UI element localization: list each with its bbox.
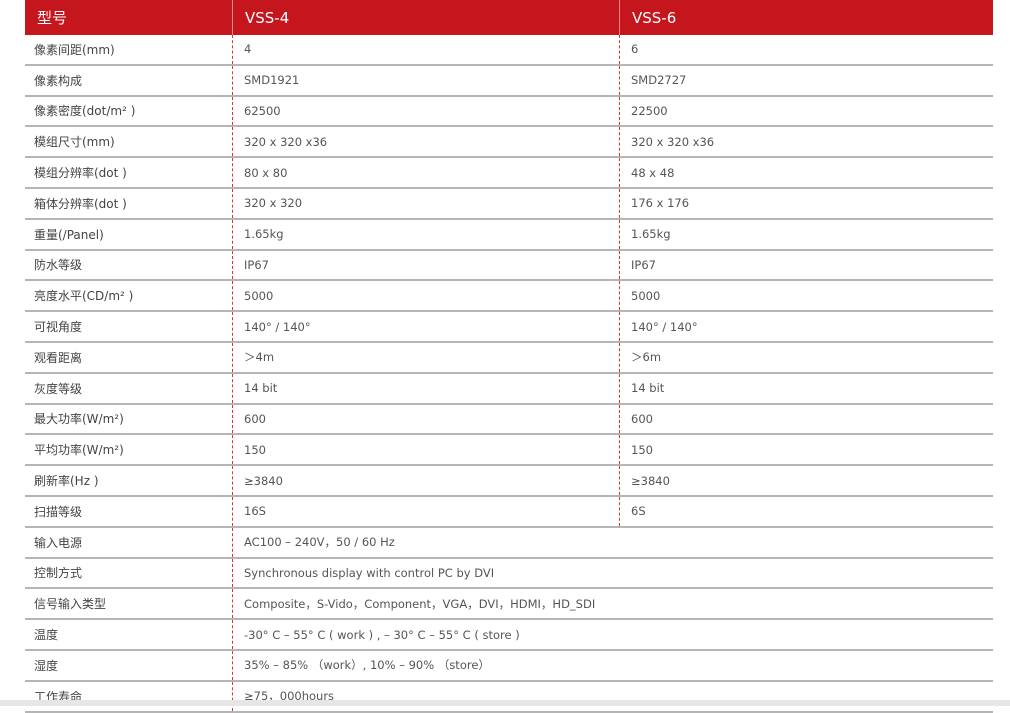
vss4-value: 4: [232, 35, 619, 64]
vss4-value: 1.65kg: [232, 219, 619, 249]
vss6-value: 150: [619, 435, 993, 465]
row-label: 灰度等级: [34, 381, 83, 396]
table-row: 像素间距(mm) 4 6: [25, 35, 993, 66]
header-label: 型号: [37, 9, 68, 27]
table-row: 像素密度(dot/m² ) 62500 22500: [25, 96, 993, 128]
vss6-value: 140° / 140°: [619, 312, 993, 341]
vss4-value: ≥3840: [232, 466, 619, 495]
vss4-value: SMD1921: [232, 65, 619, 95]
table-row: 平均功率(W/m²) 150 150: [25, 435, 993, 467]
vss4-value: 80 x 80: [232, 158, 619, 187]
vss4-value: 16S: [232, 496, 619, 526]
vss4-value: 320 x 320: [232, 188, 619, 218]
vss4-value: IP67: [232, 250, 619, 280]
row-label: 观看距离: [34, 350, 83, 365]
table-row: 刷新率(Hz ) ≥3840 ≥3840: [25, 466, 993, 497]
header-model-vss4: VSS-4: [232, 0, 619, 35]
table-row: 可视角度 140° / 140° 140° / 140°: [25, 312, 993, 343]
shared-value: 35% – 85% （work）, 10% – 90% （store）: [232, 650, 993, 680]
table-row: 重量(/Panel) 1.65kg 1.65kg: [25, 219, 993, 251]
spec-table: 型号 VSS-4 VSS-6 像素间距(mm) 4 6 像素构成 SMD1921 SMD2…: [25, 0, 993, 713]
vss4-value: ＞4m: [232, 342, 619, 372]
vss6-value: 5000: [619, 281, 993, 311]
row-label: 模组分辨率(dot ): [34, 166, 127, 181]
shared-value: Composite，S-Vido，Component，VGA，DVI，HDMI，…: [232, 589, 993, 619]
table-row: 湿度 35% – 85% （work）, 10% – 90% （store）: [25, 650, 993, 682]
table-row: 温度 -30° C – 55° C ( work ) , – 30° C – 55…: [25, 620, 993, 651]
table-row: 亮度水平(CD/m² ) 5000 5000: [25, 281, 993, 313]
row-label: 平均功率(W/m²): [34, 443, 124, 458]
table-row: 模组尺寸(mm) 320 x 320 x36 320 x 320 x36: [25, 127, 993, 159]
vss6-value: 6: [619, 35, 993, 64]
row-label: 重量(/Panel): [34, 227, 104, 242]
shared-value: -30° C – 55° C ( work ) , – 30° C – 55° …: [232, 620, 993, 649]
vss4-value: 140° / 140°: [232, 312, 619, 341]
vss6-value: 176 x 176: [619, 188, 993, 218]
row-label: 可视角度: [34, 320, 83, 335]
table-row: 箱体分辨率(dot ) 320 x 320 176 x 176: [25, 188, 993, 220]
row-label: 像素构成: [34, 73, 83, 88]
vss6-value: ＞6m: [619, 342, 993, 372]
vss4-value: 14 bit: [232, 373, 619, 403]
table-row: 信号输入类型 Composite，S-Vido，Component，VGA，DVI…: [25, 589, 993, 621]
row-label: 湿度: [34, 658, 59, 673]
table-row: 工作寿命 ≥75，000hours: [25, 681, 993, 713]
table-row: 像素构成 SMD1921 SMD2727: [25, 65, 993, 97]
table-row: 防水等级 IP67 IP67: [25, 250, 993, 282]
row-label: 温度: [34, 628, 59, 643]
table-row: 模组分辨率(dot ) 80 x 80 48 x 48: [25, 158, 993, 189]
row-label: 扫描等级: [34, 504, 83, 519]
row-label: 亮度水平(CD/m² ): [34, 289, 134, 304]
row-label: 输入电源: [34, 535, 83, 550]
row-label: 防水等级: [34, 258, 83, 273]
row-label: 最大功率(W/m²): [34, 412, 124, 427]
table-row: 控制方式 Synchronous display with control PC …: [25, 558, 993, 590]
row-label: 像素密度(dot/m² ): [34, 104, 136, 119]
row-label: 信号输入类型: [34, 597, 107, 612]
vss4-value: 600: [232, 404, 619, 434]
horizontal-scrollbar[interactable]: [0, 700, 1010, 706]
vss6-value: 48 x 48: [619, 158, 993, 187]
vss6-value: 320 x 320 x36: [619, 127, 993, 157]
table-row: 扫描等级 16S 6S: [25, 496, 993, 528]
row-label: 像素间距(mm): [34, 42, 115, 57]
vss6-value: 6S: [619, 496, 993, 526]
table-row: 输入电源 AC100 – 240V，50 / 60 Hz: [25, 527, 993, 559]
row-label: 箱体分辨率(dot ): [34, 196, 127, 211]
row-label: 刷新率(Hz ): [34, 474, 99, 489]
vss4-value: 320 x 320 x36: [232, 127, 619, 157]
shared-value: Synchronous display with control PC by D…: [232, 558, 993, 588]
shared-value: ≥75，000hours: [232, 681, 993, 711]
table-row: 最大功率(W/m²) 600 600: [25, 404, 993, 436]
table-header: 型号 VSS-4 VSS-6: [25, 0, 993, 35]
table-row: 观看距离 ＞4m ＞6m: [25, 342, 993, 374]
vss6-value: 600: [619, 404, 993, 434]
vss6-value: 22500: [619, 96, 993, 126]
vss6-value: 1.65kg: [619, 219, 993, 249]
row-label: 工作寿命: [34, 689, 83, 704]
table-row: 灰度等级 14 bit 14 bit: [25, 373, 993, 405]
row-label: 控制方式: [34, 566, 83, 581]
vss4-value: 150: [232, 435, 619, 465]
vss6-value: IP67: [619, 250, 993, 280]
vss6-value: ≥3840: [619, 466, 993, 495]
shared-value: AC100 – 240V，50 / 60 Hz: [232, 527, 993, 557]
vss6-value: SMD2727: [619, 65, 993, 95]
vss4-value: 5000: [232, 281, 619, 311]
header-model-vss6: VSS-6: [619, 0, 993, 35]
row-label: 模组尺寸(mm): [34, 135, 115, 150]
vss6-value: 14 bit: [619, 373, 993, 403]
vss4-value: 62500: [232, 96, 619, 126]
